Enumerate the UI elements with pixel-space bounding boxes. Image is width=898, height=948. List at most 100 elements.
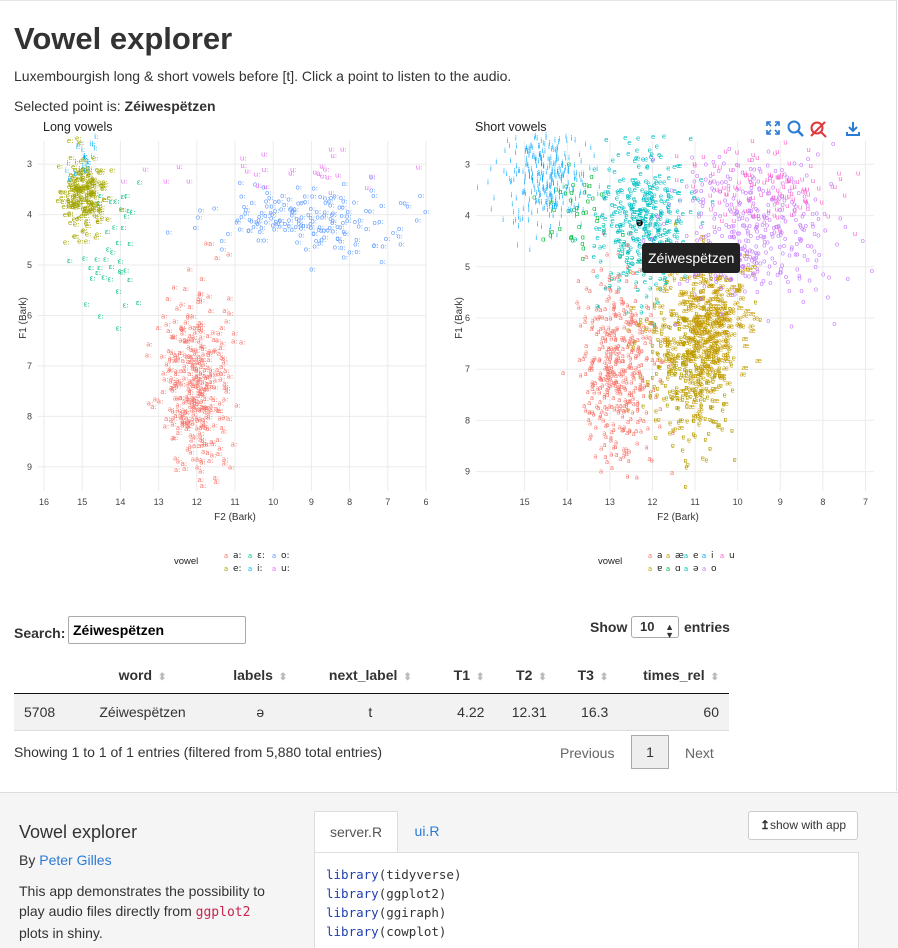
point-æ[interactable]: æ [711,295,718,303]
point-ə[interactable]: ə [622,238,626,246]
point-e:[interactable]: e: [82,183,89,191]
point-o[interactable]: o [870,267,874,275]
point-e:[interactable]: e: [82,184,89,192]
point-i[interactable]: i [513,176,515,184]
point-a[interactable]: a [609,286,613,294]
point-ɛ:[interactable]: ɛ: [82,254,88,262]
point-ə[interactable]: ə [595,303,599,311]
point-u[interactable]: u [769,172,773,180]
point-ə[interactable]: ə [609,269,613,277]
point-ə[interactable]: ə [663,279,667,287]
point-æ[interactable]: æ [711,317,718,325]
point-e[interactable]: e [675,234,679,242]
point-a[interactable]: a [599,280,603,288]
point-ɐ[interactable]: ɐ [679,334,683,342]
point-a:[interactable]: a: [191,410,198,418]
point-ɐ[interactable]: ɐ [714,339,718,347]
point-e[interactable]: e [600,213,604,221]
point-e[interactable]: e [626,194,630,202]
point-ɐ[interactable]: ɐ [652,326,656,334]
point-i:[interactable]: i: [77,141,81,149]
point-ɐ[interactable]: ɐ [707,355,711,363]
point-i[interactable]: i [515,194,517,202]
point-u[interactable]: u [735,149,739,157]
point-o:[interactable]: o: [286,196,293,204]
point-i[interactable]: i [548,157,550,165]
point-i[interactable]: i [554,187,556,195]
point-e[interactable]: e [676,189,680,197]
point-e[interactable]: e [602,194,606,202]
point-e:[interactable]: e: [74,185,81,193]
point-a[interactable]: a [617,396,621,404]
point-e[interactable]: e [643,215,647,223]
point-o[interactable]: o [740,269,744,277]
point-e[interactable]: e [645,201,649,209]
point-i[interactable]: i [539,170,541,178]
point-e[interactable]: e [639,207,643,215]
point-a[interactable]: a [621,298,625,306]
point-a:[interactable]: a: [205,380,212,388]
point-a[interactable]: a [588,434,592,442]
point-o[interactable]: o [765,214,769,222]
point-æ[interactable]: æ [722,400,729,408]
point-e[interactable]: e [636,135,640,143]
point-ɑ[interactable]: ɑ [580,255,584,263]
point-ɐ[interactable]: ɐ [699,402,703,410]
point-e:[interactable]: e: [100,214,107,222]
point-o[interactable]: o [731,166,735,174]
point-a:[interactable]: a: [195,359,202,367]
point-a[interactable]: a [614,311,618,319]
point-a[interactable]: a [606,384,610,392]
point-e[interactable]: e [602,228,606,236]
point-o[interactable]: o [741,262,745,270]
point-o[interactable]: o [695,236,699,244]
point-e[interactable]: e [650,214,654,222]
point-i[interactable]: i [560,175,562,183]
point-a:[interactable]: a: [211,347,218,355]
point-i[interactable]: i [590,144,592,152]
point-u[interactable]: u [837,170,841,178]
point-o:[interactable]: o: [354,236,361,244]
point-i[interactable]: i [573,175,575,183]
point-a[interactable]: a [627,447,631,455]
point-e[interactable]: e [631,224,635,232]
point-e[interactable]: e [649,215,653,223]
point-o[interactable]: o [690,154,694,162]
point-a[interactable]: a [642,382,646,390]
point-e:[interactable]: e: [92,211,99,219]
point-o[interactable]: o [754,259,758,267]
point-ɑ[interactable]: ɑ [582,189,586,197]
point-a:[interactable]: a: [205,449,212,457]
point-o[interactable]: o [711,158,715,166]
point-e[interactable]: e [660,209,664,217]
point-o:[interactable]: o: [317,223,324,231]
point-a:[interactable]: a: [187,386,194,394]
point-ɛ:[interactable]: ɛ: [114,197,120,205]
point-e[interactable]: e [643,206,647,214]
point-æ[interactable]: æ [706,337,713,345]
point-o[interactable]: o [766,317,770,325]
point-a[interactable]: a [658,422,662,430]
point-o[interactable]: o [697,212,701,220]
point-a[interactable]: a [612,274,616,282]
point-u:[interactable]: u: [328,145,335,153]
point-a:[interactable]: a: [195,455,202,463]
point-a[interactable]: a [622,408,626,416]
point-o:[interactable]: o: [331,227,338,235]
point-u[interactable]: u [806,146,810,154]
point-e[interactable]: e [610,201,614,209]
point-æ[interactable]: æ [708,310,715,318]
point-o[interactable]: o [754,254,758,262]
point-u[interactable]: u [765,176,769,184]
point-æ[interactable]: æ [712,338,719,346]
col-header-word[interactable]: word ⬍ [72,657,213,694]
point-ɛ:[interactable]: ɛ: [127,240,133,248]
point-a[interactable]: a [606,325,610,333]
point-o:[interactable]: o: [267,194,274,202]
point-a[interactable]: a [654,393,658,401]
point-æ[interactable]: æ [722,311,729,319]
col-header-t3[interactable]: T3 ⬍ [556,657,619,694]
point-ɐ[interactable]: ɐ [696,347,700,355]
point-a[interactable]: a [578,372,582,380]
point-a:[interactable]: a: [169,417,176,425]
